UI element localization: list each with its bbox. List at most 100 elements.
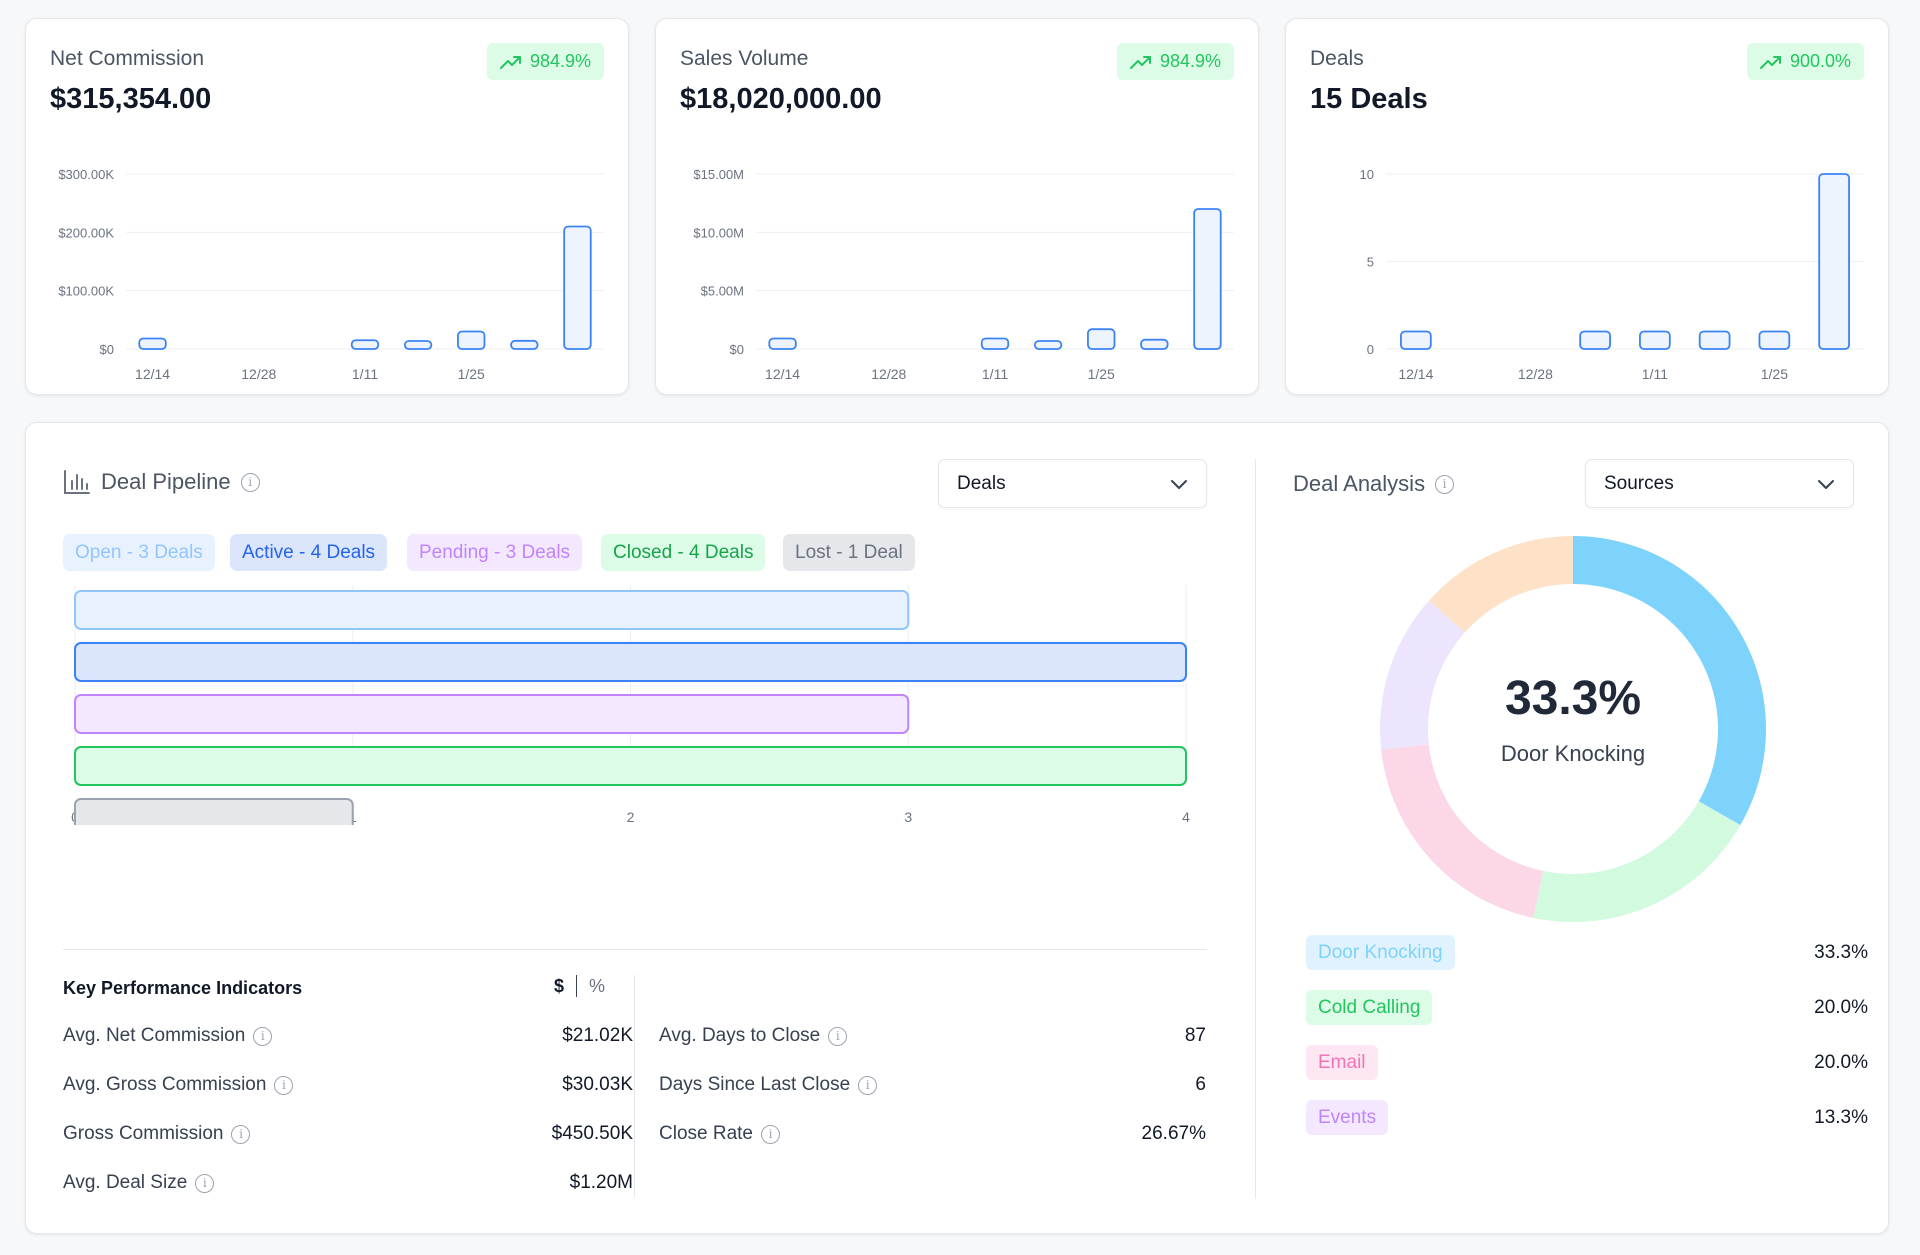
info-icon[interactable]: i — [274, 1075, 294, 1095]
bar — [403, 340, 433, 350]
info-icon[interactable]: i — [231, 1124, 251, 1144]
bar — [1758, 330, 1791, 350]
pipeline-analysis-panel: Deal Pipeline i Deals Open - 3 Deals Act… — [25, 422, 1889, 1234]
chip-lost[interactable]: Lost - 1 Deal — [783, 534, 915, 571]
info-icon[interactable]: i — [828, 1026, 848, 1046]
pipeline-bar — [74, 798, 354, 825]
y-tick-label: $10.00M — [693, 225, 744, 240]
kpi-value: 26.67% — [1141, 1123, 1206, 1144]
kpi-label: Avg. Days to Close — [659, 1025, 821, 1046]
deal-pipeline-title: Deal Pipeline — [101, 469, 231, 494]
toggle-separator — [576, 975, 578, 997]
change-badge: 900.0% — [1746, 43, 1864, 80]
kpi-value: $1.20M — [569, 1172, 633, 1193]
card-title: Sales Volume — [680, 47, 809, 70]
net-commission-card: Net Commission $315,354.00 984.9% $300.0… — [25, 18, 629, 395]
x-tick-label: 3 — [904, 809, 912, 825]
legend-cold-calling[interactable]: Cold Calling — [1306, 990, 1433, 1025]
info-icon[interactable]: i — [858, 1075, 878, 1095]
chip-active[interactable]: Active - 4 Deals — [230, 534, 388, 571]
section-divider — [1255, 459, 1256, 1199]
kpi-label: Days Since Last Close — [659, 1074, 851, 1095]
donut-center-value: 33.3% — [1504, 672, 1642, 725]
legend-email[interactable]: Email — [1306, 1045, 1378, 1080]
chevron-down-icon — [1171, 479, 1187, 489]
kpi-value: $450.50K — [551, 1123, 633, 1144]
pipeline-bar — [74, 590, 910, 630]
legend-door-knocking[interactable]: Door Knocking — [1306, 935, 1455, 970]
bar — [1400, 330, 1432, 350]
card-title: Deals — [1310, 47, 1364, 70]
y-tick-label: $0 — [730, 342, 744, 357]
select-value: Deals — [957, 472, 1006, 494]
analysis-dimension-select[interactable]: Sources — [1585, 459, 1854, 508]
x-tick-label: 2 — [627, 809, 635, 825]
kpi-row: Gross Commission i — [63, 1123, 251, 1145]
card-title: Net Commission — [50, 47, 205, 70]
kpi-value: $21.02K — [562, 1025, 633, 1046]
chevron-down-icon — [1818, 479, 1834, 489]
toggle-dollar[interactable]: $ — [554, 975, 565, 996]
kpi-label: Close Rate — [659, 1123, 753, 1144]
donut-slice — [1380, 600, 1465, 750]
chip-open[interactable]: Open - 3 Deals — [63, 534, 215, 571]
chip-closed[interactable]: Closed - 4 Deals — [601, 534, 766, 571]
change-value: 984.9% — [1159, 51, 1221, 71]
legend-label: Cold Calling — [1318, 996, 1421, 1018]
deal-analysis-header: Deal Analysis i — [1293, 471, 1455, 497]
chip-label: Active - 4 Deals — [242, 541, 376, 563]
info-icon[interactable]: i — [1435, 474, 1455, 494]
info-icon[interactable]: i — [761, 1124, 780, 1144]
bar — [1818, 173, 1850, 350]
change-badge: 984.9% — [1116, 43, 1234, 80]
donut-slice — [1533, 801, 1741, 922]
chip-label: Open - 3 Deals — [75, 541, 203, 563]
legend-label: Door Knocking — [1318, 941, 1443, 963]
kpi-label: Avg. Deal Size — [63, 1172, 188, 1193]
info-icon[interactable]: i — [195, 1173, 215, 1193]
kpi-row: Avg. Deal Size i — [63, 1172, 215, 1194]
info-icon[interactable]: i — [240, 472, 260, 492]
legend-value: 20.0% — [1814, 1052, 1868, 1073]
x-tick-label: 12/14 — [135, 366, 170, 382]
kpi-label: Avg. Net Commission — [63, 1025, 246, 1046]
kpi-value: 6 — [1195, 1074, 1206, 1095]
kpi-row: Close Rate i — [659, 1123, 780, 1145]
x-tick-label: 12/28 — [1518, 366, 1553, 382]
chip-pending[interactable]: Pending - 3 Deals — [407, 534, 583, 571]
y-tick-label: 5 — [1367, 255, 1374, 270]
x-tick-label: 12/14 — [765, 366, 800, 382]
chip-label: Pending - 3 Deals — [419, 541, 571, 563]
bar — [1033, 340, 1063, 350]
kpi-row: Days Since Last Close i — [659, 1074, 878, 1096]
kpi-row: Avg. Gross Commission i — [63, 1074, 294, 1096]
x-tick-label: 1/11 — [352, 366, 378, 382]
pipeline-bar — [74, 746, 1187, 786]
legend-value: 33.3% — [1814, 942, 1868, 963]
y-tick-label: $100.00K — [58, 284, 114, 299]
y-tick-label: $0 — [100, 342, 114, 357]
sources-donut-chart — [1380, 536, 1766, 922]
toggle-percent[interactable]: % — [589, 975, 606, 996]
info-icon[interactable]: i — [253, 1026, 273, 1046]
y-tick-label: 0 — [1367, 342, 1374, 357]
x-tick-label: 12/28 — [241, 366, 276, 382]
kpi-label: Gross Commission — [63, 1123, 224, 1144]
y-tick-label: $15.00M — [693, 167, 744, 182]
deals-chart: 10 5 0 12/14 12/28 1/11 1/25 — [1360, 167, 1864, 382]
pipeline-metric-select[interactable]: Deals — [938, 459, 1207, 508]
legend-events[interactable]: Events — [1306, 1100, 1389, 1135]
donut-slice — [1573, 536, 1766, 826]
x-tick-label: 12/28 — [871, 366, 906, 382]
kpi-row: Avg. Days to Close i — [659, 1025, 848, 1047]
kpi-value: 87 — [1184, 1025, 1206, 1046]
chip-label: Closed - 4 Deals — [613, 541, 754, 563]
kpi-row: Avg. Net Commission i — [63, 1025, 273, 1047]
pipeline-bar — [74, 694, 910, 734]
legend-label: Email — [1318, 1051, 1366, 1073]
deal-pipeline-header: Deal Pipeline i — [63, 469, 260, 495]
x-tick-label: 1/25 — [1761, 366, 1788, 382]
legend-value: 20.0% — [1814, 997, 1868, 1018]
kpi-column-divider — [634, 975, 635, 1197]
donut-center-label: Door Knocking — [1500, 741, 1646, 766]
